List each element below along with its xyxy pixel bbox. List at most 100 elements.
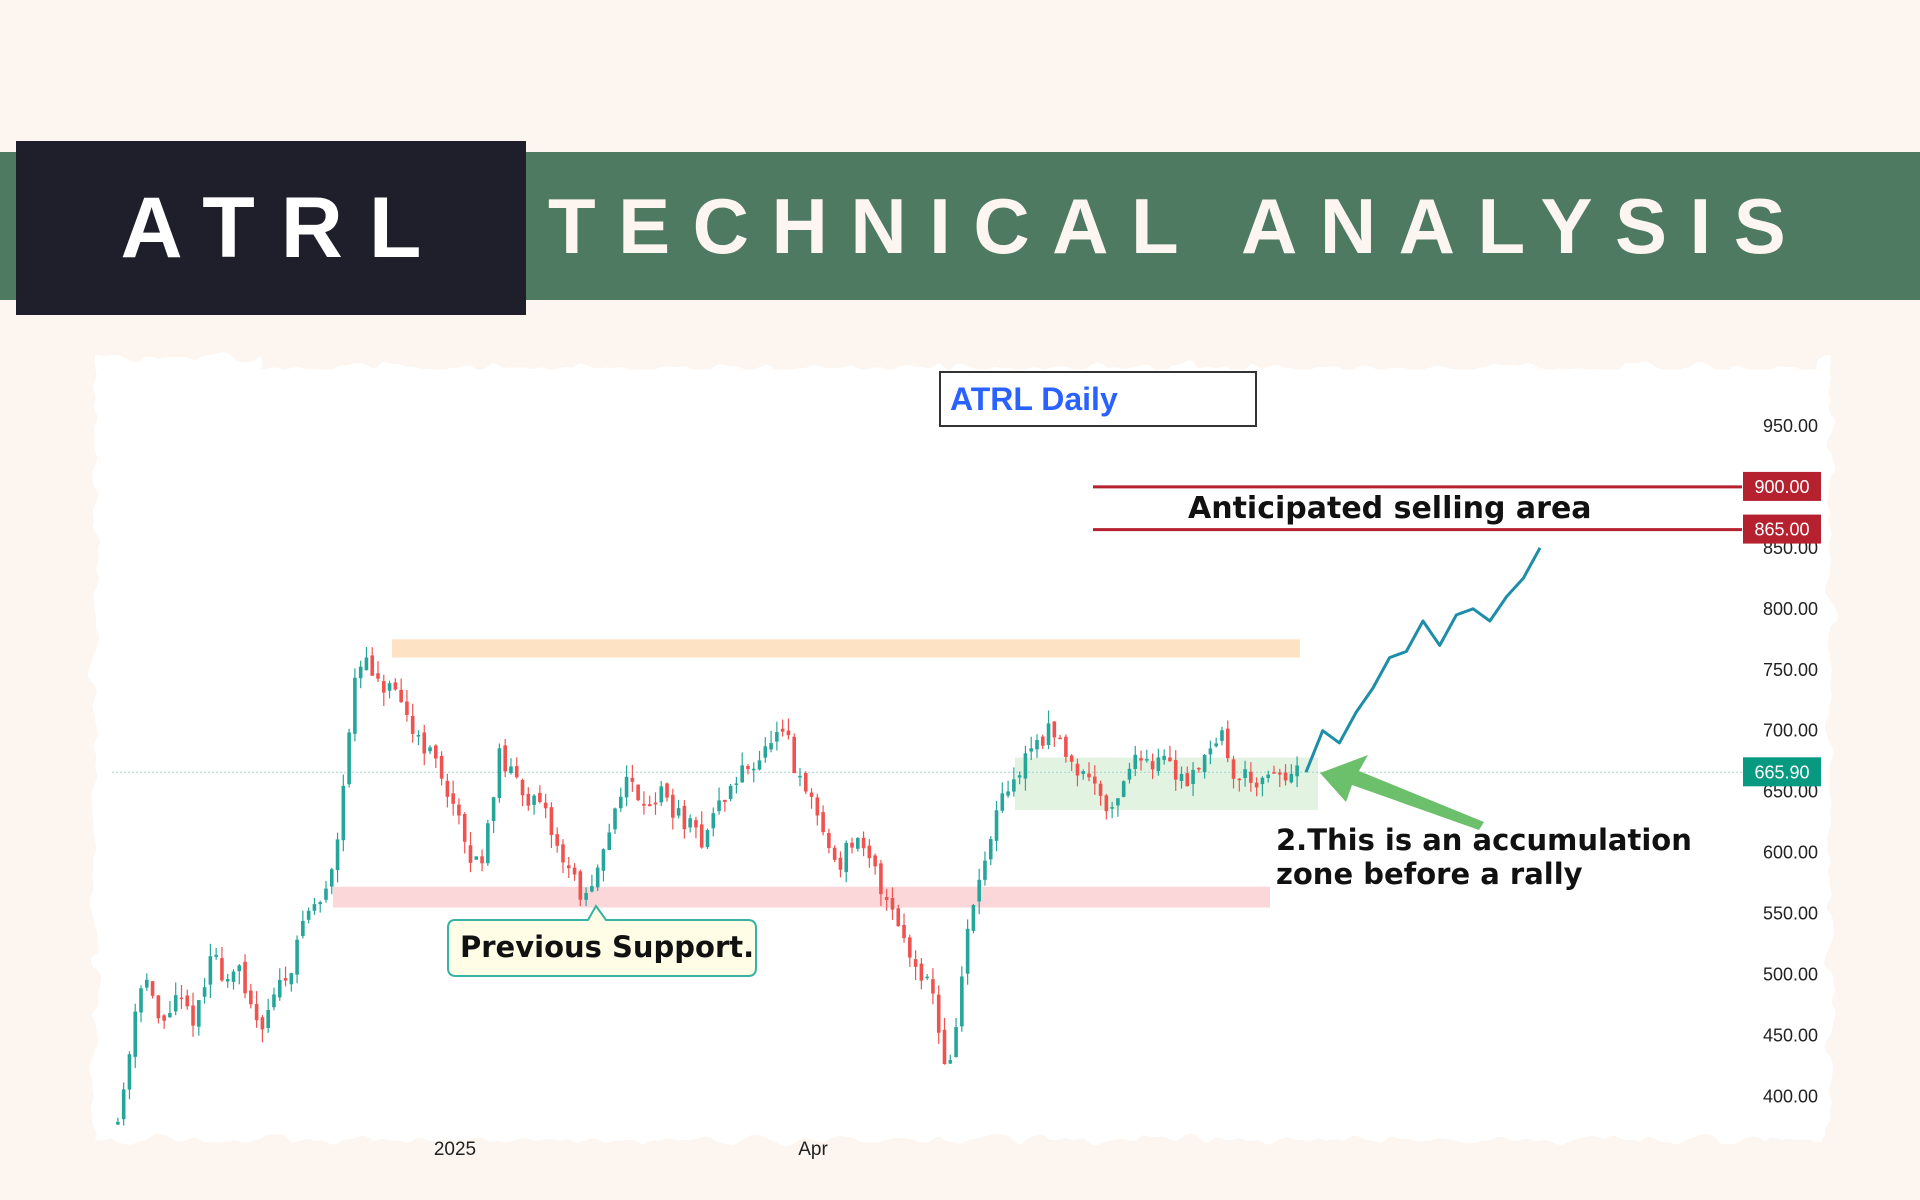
candle [225,973,230,988]
candle-body [156,995,161,1019]
candle [624,765,629,807]
candle [873,853,877,875]
candle [1127,762,1132,784]
candle-body [491,797,496,822]
candle-body [381,681,386,693]
candle-body [786,730,791,736]
candle [416,730,421,746]
candle [1295,756,1299,788]
candle [445,773,450,808]
candle [855,837,860,852]
candle-body [595,867,600,888]
candle-body [1225,728,1230,759]
candle [301,910,305,939]
candle-body [676,808,681,816]
candle-body [1116,798,1120,806]
candle-body [468,845,473,863]
candle-body [1185,773,1190,787]
candle [838,851,843,878]
candle-body [590,886,594,892]
candle-body [1162,755,1166,760]
candle [289,972,294,992]
candle [896,904,901,927]
candle [1040,734,1045,750]
candle [723,799,727,812]
candle-body [462,814,467,842]
candle-body [919,963,924,981]
candle [1173,750,1178,791]
ticker-box: ATRL [16,141,526,315]
candle [358,660,363,689]
candle [630,764,635,792]
candle-body [994,810,999,841]
candle-body [1069,755,1074,762]
candle [1035,734,1039,758]
candle [1197,767,1201,773]
candle-body [613,808,617,830]
candle-body [116,1121,120,1125]
candle-body [1191,769,1195,784]
candle-body [225,979,230,982]
candle-body [740,765,744,783]
candle [971,903,976,934]
candle [601,848,606,882]
candle [329,867,334,895]
candle [133,1003,138,1068]
candle-body [642,803,646,806]
candle-body [798,775,802,778]
candle-body [220,958,224,981]
y-tick-label: 600.00 [1763,843,1818,863]
candle [1075,758,1080,787]
candle [832,845,837,863]
headline: TECHNICAL ANALYSIS [548,181,1809,270]
candle-body [497,748,502,798]
top-torn-edge [260,340,1810,368]
candle-body [306,910,311,920]
candle-body [1075,763,1080,776]
candle [1231,755,1236,789]
candle [983,851,987,886]
current-price-tag: 665.90 [1743,757,1821,787]
candle [659,780,664,806]
candle-body [988,839,993,860]
candle-body [624,776,629,798]
candle [503,739,507,778]
candle [538,785,542,804]
candle [1266,770,1271,783]
candle [335,832,340,883]
candle-body [254,1004,259,1021]
candle [318,900,323,913]
candle [468,832,473,873]
candle [1058,734,1062,740]
candle [121,1082,126,1126]
candle [202,978,207,1004]
candle-body [341,785,346,841]
candle [266,998,270,1033]
candle-body [422,732,427,754]
candle [127,1051,132,1100]
candle [173,982,178,1016]
candle [197,1000,201,1036]
y-axis: 950.00900.00850.00800.00750.00700.00650.… [1743,416,1821,1106]
candle-body [705,829,710,848]
candle [884,888,889,911]
y-tick-label: 950.00 [1763,416,1818,436]
candle [491,796,496,834]
candle [272,987,276,1011]
current-price-tag-bg [1743,757,1821,787]
candle-body [1179,773,1184,782]
candle-body [329,869,334,887]
candle [347,728,351,788]
candle-body [855,837,860,849]
candle [1220,726,1224,746]
candle-body [376,673,380,679]
candle [520,778,525,807]
candle-body [803,772,808,792]
y-tick-label: 500.00 [1763,965,1818,985]
candle [827,828,831,854]
candle-body [1220,730,1224,741]
candle-body [439,755,444,779]
candle-body [1110,807,1114,809]
candle [1121,780,1126,798]
candle-body [954,1027,958,1057]
